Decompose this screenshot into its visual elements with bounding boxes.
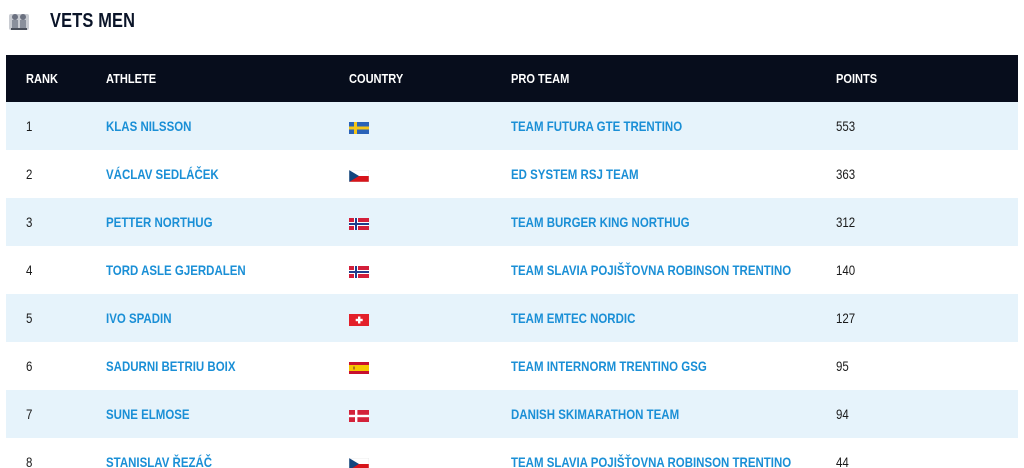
table-row: 4 TORD ASLE GJERDALEN TEAM SLAVIA POJIŠŤ… <box>6 246 1018 294</box>
norway-flag-icon <box>349 263 369 278</box>
points-cell: 553 <box>836 118 856 134</box>
category-emblem-icon <box>9 14 29 30</box>
athlete-link[interactable]: KLAS NILSSON <box>106 118 192 134</box>
pro-team-link[interactable]: TEAM INTERNORM TRENTINO GSG <box>511 358 707 374</box>
table-row: 7 SUNE ELMOSE DANISH SKIMARATHON TEAM 94 <box>6 390 1018 438</box>
points-cell: 140 <box>836 262 856 278</box>
pro-team-link[interactable]: TEAM EMTEC NORDIC <box>511 310 636 326</box>
points-cell: 95 <box>836 358 849 374</box>
athlete-link[interactable]: VÁCLAV SEDLÁČEK <box>106 166 219 182</box>
page-header: VETS MEN <box>6 6 154 36</box>
rank-cell: 3 <box>26 214 33 230</box>
rank-cell: 2 <box>26 166 33 182</box>
athlete-link[interactable]: SUNE ELMOSE <box>106 406 190 422</box>
rank-cell: 5 <box>26 310 33 326</box>
athlete-link[interactable]: TORD ASLE GJERDALEN <box>106 262 246 278</box>
column-header-points: POINTS <box>836 71 878 86</box>
czech-republic-flag-icon <box>349 167 369 182</box>
table-row: 2 VÁCLAV SEDLÁČEK ED SYSTEM RSJ TEAM 363 <box>6 150 1018 198</box>
points-cell: 94 <box>836 406 849 422</box>
page-title: VETS MEN <box>50 9 136 32</box>
rank-cell: 6 <box>26 358 33 374</box>
column-header-pro-team: PRO TEAM <box>511 71 570 86</box>
pro-team-link[interactable]: ED SYSTEM RSJ TEAM <box>511 166 639 182</box>
ranking-table: RANK ATHLETE COUNTRY PRO TEAM POINTS 1 K… <box>6 55 1018 468</box>
column-header-athlete: ATHLETE <box>106 71 157 86</box>
pro-team-link[interactable]: TEAM BURGER KING NORTHUG <box>511 214 690 230</box>
table-row: 3 PETTER NORTHUG TEAM BURGER KING NORTHU… <box>6 198 1018 246</box>
athlete-link[interactable]: PETTER NORTHUG <box>106 214 213 230</box>
table-header: RANK ATHLETE COUNTRY PRO TEAM POINTS <box>6 55 1018 102</box>
rank-cell: 4 <box>26 262 33 278</box>
table-row: 6 SADURNI BETRIU BOIX TEAM INTERNORM TRE… <box>6 342 1018 390</box>
denmark-flag-icon <box>349 407 369 422</box>
column-header-rank: RANK <box>26 71 58 86</box>
rank-cell: 1 <box>26 118 33 134</box>
table-row: 1 KLAS NILSSON TEAM FUTURA GTE TRENTINO … <box>6 102 1018 150</box>
rank-cell: 8 <box>26 454 33 468</box>
pro-team-link[interactable]: TEAM FUTURA GTE TRENTINO <box>511 118 683 134</box>
points-cell: 127 <box>836 310 856 326</box>
norway-flag-icon <box>349 215 369 230</box>
czech-republic-flag-icon <box>349 455 369 468</box>
sweden-flag-icon <box>349 119 369 134</box>
pro-team-link[interactable]: TEAM SLAVIA POJIŠŤOVNA ROBINSON TRENTINO <box>511 454 792 468</box>
table-row: 5 IVO SPADIN TEAM EMTEC NORDIC 127 <box>6 294 1018 342</box>
spain-flag-icon <box>349 359 369 374</box>
points-cell: 363 <box>836 166 856 182</box>
rank-cell: 7 <box>26 406 33 422</box>
athlete-link[interactable]: SADURNI BETRIU BOIX <box>106 358 236 374</box>
athlete-link[interactable]: IVO SPADIN <box>106 310 172 326</box>
points-cell: 312 <box>836 214 856 230</box>
switzerland-flag-icon <box>349 311 369 326</box>
points-cell: 44 <box>836 454 849 468</box>
table-row: 8 STANISLAV ŘEZÁČ TEAM SLAVIA POJIŠŤOVNA… <box>6 438 1018 468</box>
athlete-link[interactable]: STANISLAV ŘEZÁČ <box>106 454 213 468</box>
pro-team-link[interactable]: TEAM SLAVIA POJIŠŤOVNA ROBINSON TRENTINO <box>511 262 792 278</box>
table-body: 1 KLAS NILSSON TEAM FUTURA GTE TRENTINO … <box>6 102 1018 468</box>
column-header-country: COUNTRY <box>349 71 404 86</box>
pro-team-link[interactable]: DANISH SKIMARATHON TEAM <box>511 406 680 422</box>
